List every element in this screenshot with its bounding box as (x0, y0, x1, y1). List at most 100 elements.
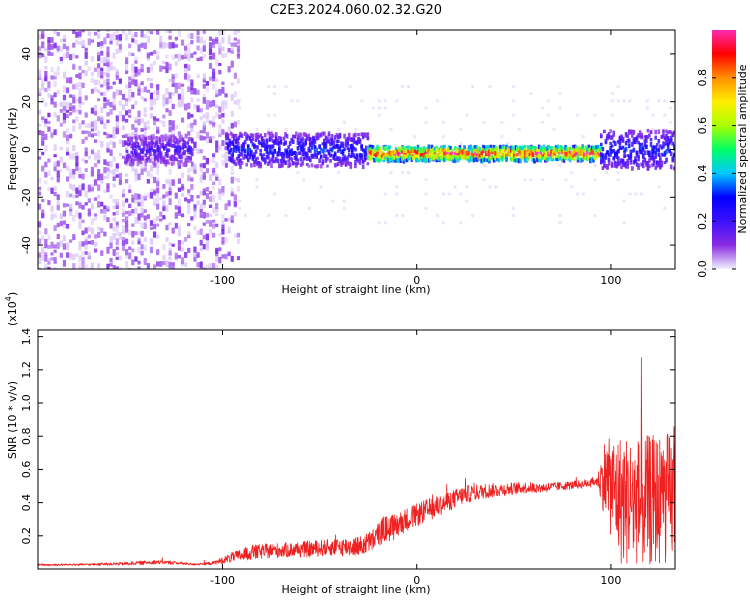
spectrogram-cell (161, 157, 165, 162)
spectrogram-cell (90, 88, 95, 94)
spectrogram-cell (542, 150, 546, 154)
spectrogram-cell (270, 144, 273, 150)
spectrogram-cell (568, 146, 572, 151)
spectrogram-cell (112, 99, 116, 106)
spectrogram-cell (69, 112, 73, 116)
spectrogram-cell (191, 148, 194, 152)
spectrogram-cell (118, 49, 122, 53)
spectrogram-cell (230, 47, 234, 51)
spectrogram-cell (323, 144, 326, 149)
spectrogram-cell (467, 146, 471, 152)
spectrogram-cell (251, 142, 255, 147)
spectrogram-cell (215, 223, 219, 227)
spectrogram-cell (134, 79, 138, 87)
spectrogram-cell (236, 137, 239, 143)
spectrogram-cell (452, 154, 456, 160)
spectrogram-cell (360, 156, 363, 160)
spectrogram-cell (41, 41, 45, 49)
spectrogram-cell (511, 214, 515, 218)
spectrogram-cell (341, 151, 345, 156)
spectrogram-cell (135, 144, 138, 149)
spectrogram-cell (121, 240, 126, 246)
spectrogram-cell (112, 226, 116, 232)
spectrogram-cell (143, 42, 147, 50)
spectrogram-cell (236, 45, 241, 52)
spectrogram-cell (72, 106, 76, 113)
spectrogram-cell (581, 192, 585, 196)
spectrogram-cell (474, 156, 477, 162)
spectrogram-cell (668, 149, 671, 154)
spectrogram-cell (177, 255, 182, 259)
spectrogram-cell (125, 216, 129, 223)
spectrogram-cell (296, 146, 300, 151)
spectrogram-cell (471, 214, 475, 218)
spectrogram-cell (121, 155, 126, 159)
spectrogram-cell (65, 102, 70, 109)
spectrogram-cell (103, 159, 107, 165)
spectrogram-cell (551, 151, 555, 156)
spectrogram-cell (168, 78, 172, 83)
spectrogram-cell (180, 83, 185, 87)
spectrogram-cell (47, 244, 51, 249)
spectrogram-cell (342, 199, 346, 203)
spectrogram-cell (234, 145, 238, 149)
spectrogram-cell (106, 167, 110, 172)
spectrogram-cell (156, 94, 160, 101)
spectrogram-cell (38, 220, 42, 225)
spectrogram-cell (365, 150, 368, 156)
spectrogram-cell (140, 201, 144, 208)
spectrogram-cell (90, 184, 95, 188)
spectrogram-cell (239, 152, 242, 157)
spectrogram-cell (156, 50, 160, 55)
spectrogram-cell (268, 144, 272, 149)
spectrogram-cell (523, 145, 527, 150)
spectrogram-cell (115, 39, 119, 46)
spectrogram-cell (156, 118, 160, 122)
spectrogram-cell (72, 53, 76, 59)
spectrogram-cell (284, 127, 288, 131)
spectrogram-cell (387, 152, 390, 157)
spectrogram-cell (620, 146, 623, 150)
spectrogram-cell (205, 139, 209, 144)
spectrogram-cell (138, 154, 141, 160)
spectrogram-cell (312, 141, 315, 147)
spectrogram-cell (38, 88, 42, 95)
spectrogram-cell (514, 145, 518, 151)
spectrogram-cell (38, 130, 42, 136)
spectrogram-cell (347, 161, 351, 166)
spectrogram-cell (407, 149, 410, 155)
spectrogram-cell (158, 153, 161, 159)
spectrogram-cell (202, 172, 206, 177)
spectrogram-cell (90, 262, 95, 269)
spectrogram-cell (62, 202, 67, 208)
spectrogram-cell (654, 145, 657, 150)
spectrogram-cell (351, 144, 354, 150)
spectrogram-cell (150, 143, 154, 148)
spectrogram-cell (610, 99, 614, 103)
spectrogram-cell (612, 149, 616, 153)
spectrogram-cell (246, 149, 250, 155)
spectrogram-cell (38, 30, 42, 33)
spectrogram-cell (499, 144, 502, 149)
spectrogram-cell (421, 149, 424, 153)
spectrogram-cell (41, 141, 45, 146)
spectrogram-cell (632, 147, 636, 153)
spectrogram-cell (466, 147, 469, 152)
spectrogram-cell (270, 157, 273, 162)
spectrogram-cell (628, 99, 632, 103)
spectrogram-cell (84, 70, 88, 77)
spectrogram-cell (90, 171, 95, 177)
spectrogram-cell (144, 153, 147, 158)
spectrogram-cell (56, 242, 60, 249)
spectrogram-cell (180, 117, 185, 123)
colorbar-tick-label: 0.6 (696, 117, 709, 135)
spectrogram-cell (199, 166, 203, 173)
spectrogram-cell (50, 44, 54, 50)
spectrogram-cell (354, 160, 357, 165)
spectrogram-cell (657, 147, 661, 153)
spectrogram-cell (199, 261, 203, 269)
spectrogram-cell (355, 140, 359, 146)
spectrogram-cell (196, 89, 200, 95)
spectrogram-cell (158, 151, 161, 155)
spectrogram-cell (59, 46, 63, 52)
